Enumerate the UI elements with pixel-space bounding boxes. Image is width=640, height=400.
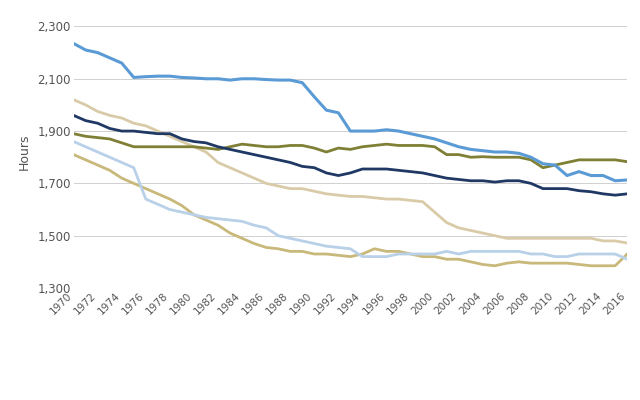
Y-axis label: Hours: Hours [17, 134, 30, 170]
